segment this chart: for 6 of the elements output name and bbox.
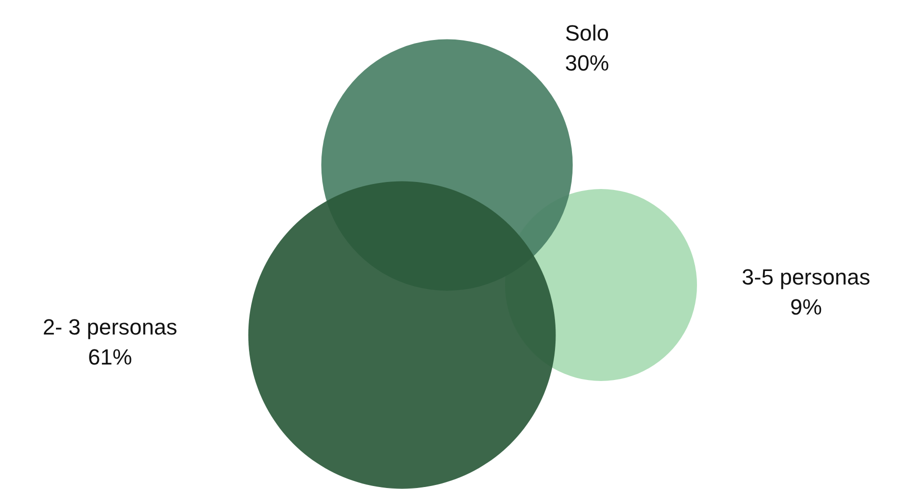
category-label: Solo xyxy=(564,20,610,46)
category-label: 2- 3 personas xyxy=(42,314,178,340)
category-label: 3-5 personas xyxy=(742,264,870,290)
data-label: 9% xyxy=(790,294,822,320)
data-label: 61% xyxy=(88,344,132,370)
data-label: 30% xyxy=(564,50,610,76)
